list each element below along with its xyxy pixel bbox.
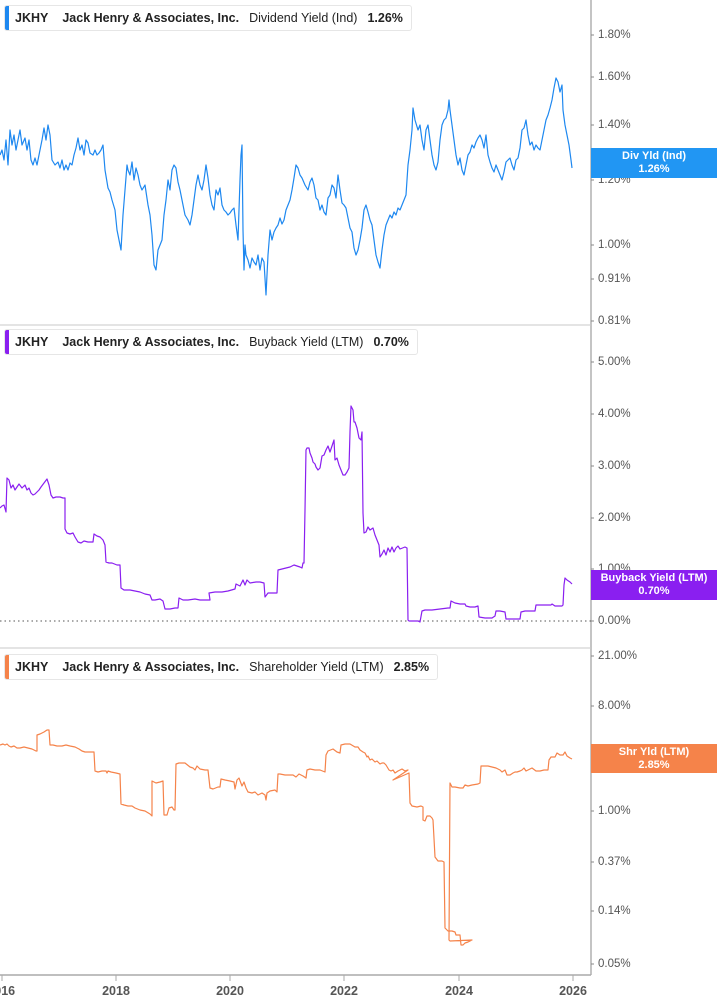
tag-label: Shr Yld (LTM) — [618, 745, 690, 758]
y-tick-label: 0.14% — [598, 905, 631, 917]
series-color-marker — [5, 330, 9, 354]
y-tick-label: 4.00% — [598, 408, 631, 420]
legend-value: 2.85% — [393, 660, 430, 674]
legend-metric: Buyback Yield (LTM) — [249, 335, 364, 349]
y-tick-label: 1.60% — [598, 71, 631, 83]
x-tick-label: 2018 — [102, 984, 130, 998]
y-tick-label: 5.00% — [598, 356, 631, 368]
buyback-yield-value-tag: Buyback Yield (LTM) 0.70% — [591, 570, 717, 600]
legend-metric: Shareholder Yield (LTM) — [249, 660, 384, 674]
legend-shareholder-yield[interactable]: JKHY Jack Henry & Associates, Inc. Share… — [4, 654, 439, 680]
y-tick-label: 1.00% — [598, 239, 631, 251]
tag-label: Buyback Yield (LTM) — [600, 572, 708, 584]
x-tick-label: 2024 — [445, 984, 473, 998]
y-tick-label: 0.81% — [598, 315, 631, 327]
tag-value: 1.26% — [638, 163, 670, 175]
legend-buyback-yield[interactable]: JKHY Jack Henry & Associates, Inc. Buyba… — [4, 329, 418, 355]
legend-ticker: JKHY — [15, 660, 49, 674]
dividend-yield-value-tag: Div Yld (Ind) 1.26% — [591, 148, 717, 178]
legend-metric: Dividend Yield (Ind) — [249, 11, 358, 25]
y-tick-label: 0.00% — [598, 615, 631, 627]
x-tick-label: 2020 — [216, 984, 244, 998]
legend-value: 1.26% — [367, 11, 403, 25]
tag-label: Div Yld (Ind) — [622, 150, 686, 162]
legend-value: 0.70% — [373, 335, 409, 349]
buyback-yield-line — [0, 405, 573, 623]
y-tick-label: 8.00% — [598, 700, 631, 712]
series-color-marker — [5, 655, 9, 679]
legend-company: Jack Henry & Associates, Inc. — [62, 660, 240, 674]
dividend-yield-line — [0, 77, 573, 296]
shareholder-yield-value-tag: Shr Yld (LTM) 2.85% — [591, 744, 717, 773]
y-tick-label: 1.80% — [598, 29, 631, 41]
legend-company: Jack Henry & Associates, Inc. — [62, 11, 240, 25]
legend-ticker: JKHY — [15, 11, 49, 25]
x-tick-label: 2016 — [0, 984, 16, 998]
y-tick-label: 1.00% — [598, 805, 631, 817]
series-color-marker — [5, 6, 9, 30]
x-tick-label: 2022 — [330, 984, 358, 998]
y-tick-label: 3.00% — [598, 460, 631, 472]
y-tick-label: 0.05% — [598, 958, 631, 970]
tag-value: 0.70% — [638, 585, 670, 597]
shareholder-yield-line — [0, 729, 573, 946]
legend-company: Jack Henry & Associates, Inc. — [62, 335, 240, 349]
y-tick-label: 1.40% — [598, 119, 631, 131]
y-tick-label: 0.37% — [598, 856, 631, 868]
tag-value: 2.85% — [638, 758, 670, 771]
y-tick-label: 21.00% — [598, 650, 638, 662]
legend-ticker: JKHY — [15, 335, 49, 349]
y-tick-label: 0.91% — [598, 273, 631, 285]
y-tick-label: 2.00% — [598, 512, 631, 524]
legend-dividend-yield[interactable]: JKHY Jack Henry & Associates, Inc. Divid… — [4, 5, 412, 31]
x-tick-label: 2026 — [559, 984, 587, 998]
